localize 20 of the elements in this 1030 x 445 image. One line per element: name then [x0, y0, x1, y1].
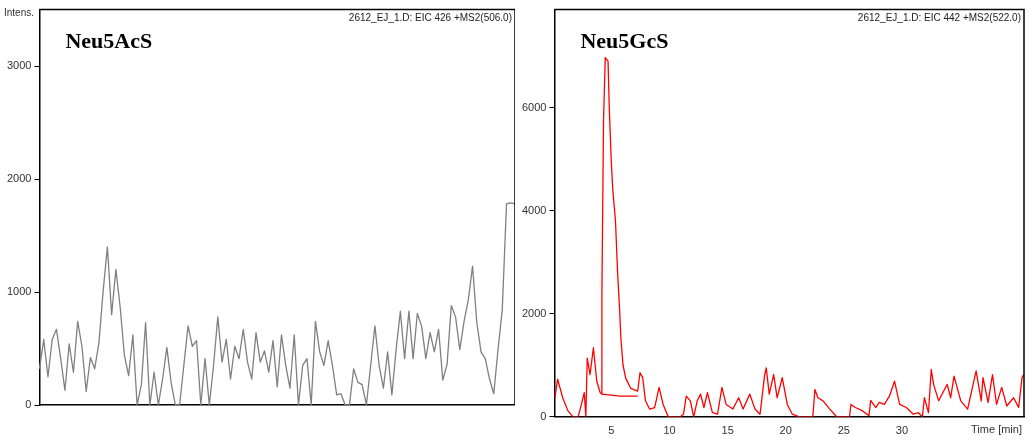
y-tick-label: 2000 [521, 306, 547, 319]
chart-subtitle: 2612_EJ_1.D: EIC 442 +MS2(522.0) [857, 12, 1021, 24]
x-tick-label: 15 [721, 424, 734, 437]
y-tick-label: 1000 [6, 285, 32, 298]
text: Neu5GcS [580, 28, 669, 54]
x-axis-title: Time [min] [971, 423, 1022, 436]
y-tick-label: 0 [25, 398, 32, 411]
y-tick-label: 0 [540, 409, 547, 422]
x-tick-label: 30 [895, 424, 909, 437]
y-tick-label: 3000 [6, 59, 32, 72]
y-axis-title: Intens. [4, 7, 35, 19]
text: Neu5AcS [65, 28, 153, 54]
chart-subtitle: 2612_EJ_1.D: EIC 426 +MS2(506.0) [348, 12, 512, 24]
y-tick-label: 4000 [521, 203, 547, 216]
x-tick-label: 5 [608, 424, 615, 437]
x-tick-label: 20 [779, 424, 792, 437]
y-tick-label: 6000 [521, 100, 547, 113]
x-tick-label: 10 [663, 424, 676, 437]
y-tick-label: 2000 [6, 172, 32, 185]
x-tick-label: 25 [837, 424, 850, 437]
